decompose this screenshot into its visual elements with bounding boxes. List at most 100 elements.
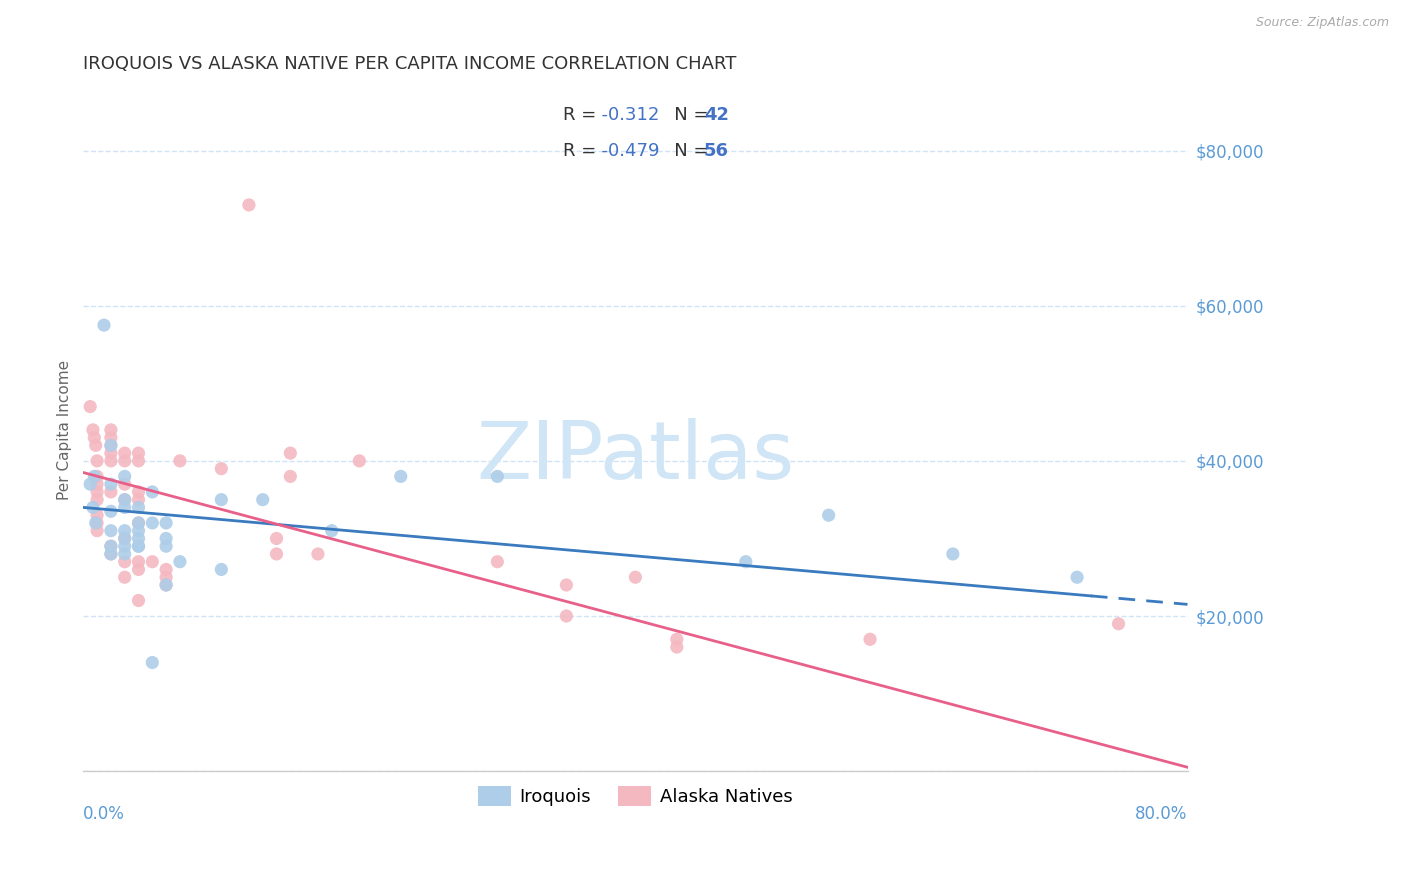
Point xyxy=(141,516,163,530)
Point xyxy=(155,578,177,592)
Point xyxy=(83,431,105,445)
Point xyxy=(349,454,371,468)
Point xyxy=(624,570,647,584)
Point xyxy=(209,461,232,475)
Point xyxy=(209,562,232,576)
Point xyxy=(100,446,122,460)
Point xyxy=(209,492,232,507)
Point xyxy=(93,318,115,333)
Point xyxy=(307,547,329,561)
Text: 0.0%: 0.0% xyxy=(83,805,125,823)
Point xyxy=(100,504,122,518)
Point xyxy=(128,516,150,530)
Point xyxy=(114,454,136,468)
Point xyxy=(665,632,688,647)
Point xyxy=(114,492,136,507)
Point xyxy=(128,562,150,576)
Point xyxy=(86,484,108,499)
Point xyxy=(486,469,509,483)
Point xyxy=(155,570,177,584)
Point xyxy=(128,492,150,507)
Point xyxy=(114,555,136,569)
Point xyxy=(82,500,104,515)
Point xyxy=(128,484,150,499)
Point xyxy=(128,500,150,515)
Point xyxy=(128,539,150,553)
Point xyxy=(114,570,136,584)
Point xyxy=(114,524,136,538)
Point xyxy=(100,547,122,561)
Point xyxy=(817,508,839,523)
Point xyxy=(86,477,108,491)
Text: 80.0%: 80.0% xyxy=(1135,805,1188,823)
Point xyxy=(86,524,108,538)
Point xyxy=(141,656,163,670)
Point xyxy=(128,555,150,569)
Text: ZIPatlas: ZIPatlas xyxy=(477,418,794,496)
Point xyxy=(84,438,107,452)
Point xyxy=(141,484,163,499)
Point xyxy=(486,555,509,569)
Point xyxy=(155,562,177,576)
Text: R =: R = xyxy=(562,142,602,160)
Point xyxy=(278,446,301,460)
Point xyxy=(86,516,108,530)
Point xyxy=(114,477,136,491)
Y-axis label: Per Capita Income: Per Capita Income xyxy=(58,359,72,500)
Point xyxy=(100,454,122,468)
Point xyxy=(252,492,274,507)
Point xyxy=(859,632,882,647)
Point xyxy=(128,539,150,553)
Point xyxy=(100,423,122,437)
Point xyxy=(141,555,163,569)
Point xyxy=(128,454,150,468)
Text: N =: N = xyxy=(657,106,714,124)
Legend: Iroquois, Alaska Natives: Iroquois, Alaska Natives xyxy=(471,779,800,814)
Point xyxy=(128,593,150,607)
Text: Source: ZipAtlas.com: Source: ZipAtlas.com xyxy=(1256,16,1389,29)
Point xyxy=(79,477,101,491)
Point xyxy=(100,539,122,553)
Point xyxy=(114,492,136,507)
Point xyxy=(100,484,122,499)
Text: R =: R = xyxy=(562,106,602,124)
Point xyxy=(100,438,122,452)
Point xyxy=(114,532,136,546)
Point xyxy=(114,539,136,553)
Point xyxy=(114,500,136,515)
Point xyxy=(83,469,105,483)
Point xyxy=(100,539,122,553)
Point xyxy=(86,508,108,523)
Point xyxy=(155,532,177,546)
Point xyxy=(128,446,150,460)
Text: IROQUOIS VS ALASKA NATIVE PER CAPITA INCOME CORRELATION CHART: IROQUOIS VS ALASKA NATIVE PER CAPITA INC… xyxy=(83,55,737,73)
Point xyxy=(155,516,177,530)
Text: 56: 56 xyxy=(704,142,730,160)
Point xyxy=(238,198,260,212)
Point xyxy=(665,640,688,654)
Point xyxy=(86,492,108,507)
Point xyxy=(100,431,122,445)
Point xyxy=(84,516,107,530)
Point xyxy=(734,555,756,569)
Text: 42: 42 xyxy=(704,106,730,124)
Point xyxy=(321,524,343,538)
Point xyxy=(389,469,412,483)
Point xyxy=(100,477,122,491)
Point xyxy=(1108,616,1130,631)
Text: N =: N = xyxy=(657,142,714,160)
Point xyxy=(100,524,122,538)
Point xyxy=(942,547,965,561)
Point xyxy=(114,547,136,561)
Point xyxy=(266,547,288,561)
Point xyxy=(128,524,150,538)
Point xyxy=(86,469,108,483)
Text: -0.479: -0.479 xyxy=(591,142,659,160)
Point xyxy=(86,454,108,468)
Point xyxy=(169,454,191,468)
Point xyxy=(114,446,136,460)
Text: -0.312: -0.312 xyxy=(591,106,659,124)
Point xyxy=(169,555,191,569)
Point xyxy=(155,578,177,592)
Point xyxy=(79,400,101,414)
